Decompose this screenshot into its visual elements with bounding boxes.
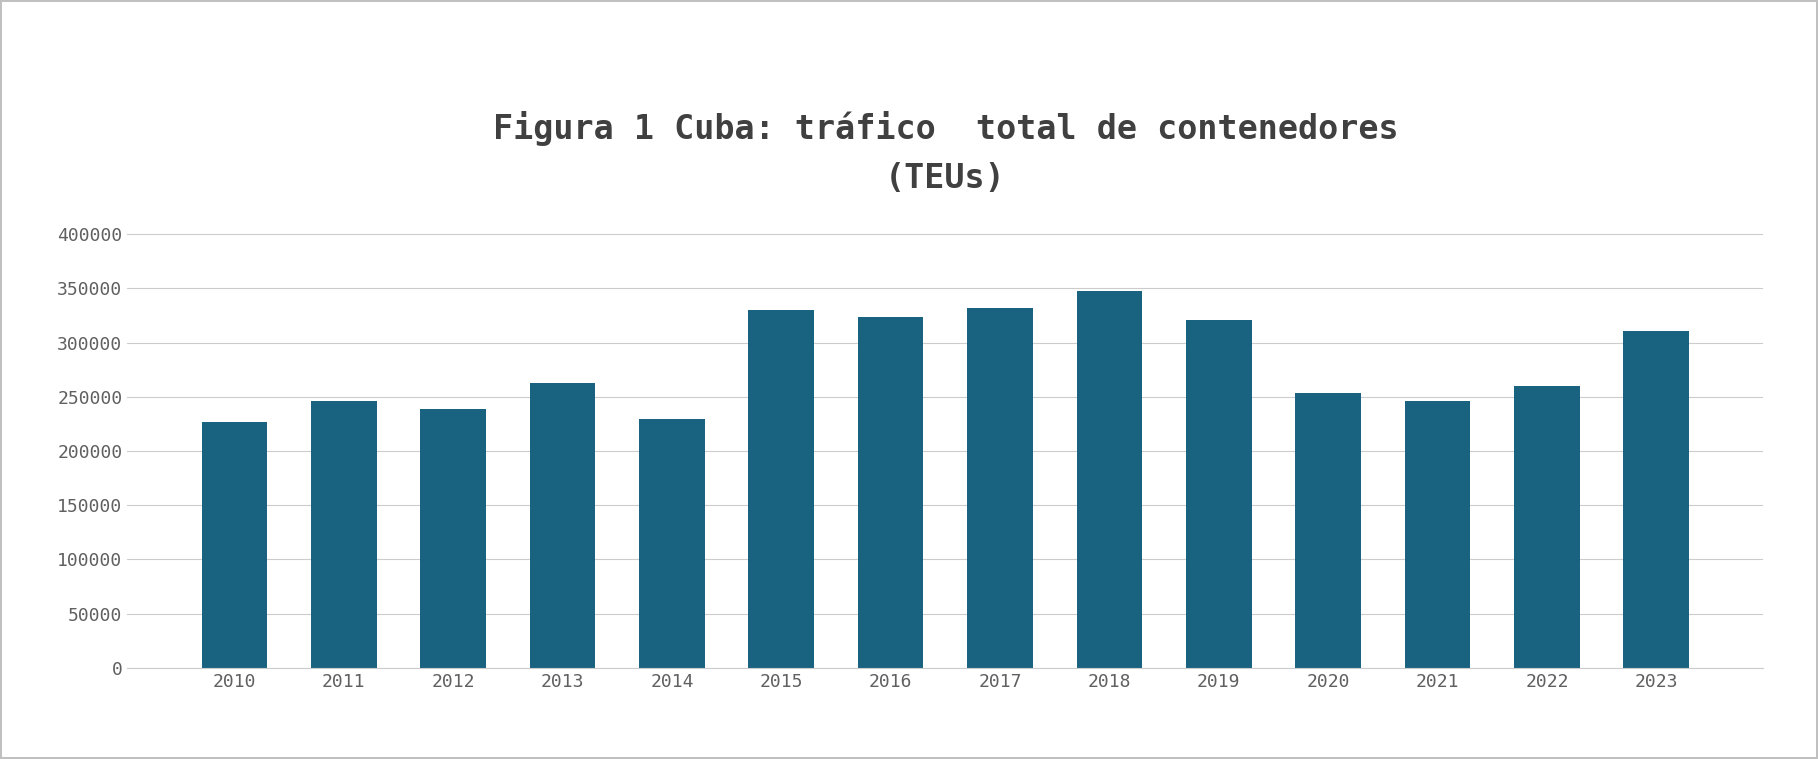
Bar [1405,402,1471,668]
Bar [640,418,705,668]
Bar [967,308,1033,668]
Bar [311,402,376,668]
Bar [1076,291,1142,668]
Title: Figura 1 Cuba: tráfico  total de contenedores
(TEUs): Figura 1 Cuba: tráfico total de contened… [493,111,1398,194]
Bar [1185,320,1251,668]
Bar [529,383,594,668]
Bar [202,422,267,668]
Bar [858,317,924,668]
Bar [1296,392,1362,668]
Bar [1623,331,1689,668]
Bar [1514,386,1580,668]
Bar [749,310,814,668]
Bar [420,409,485,668]
